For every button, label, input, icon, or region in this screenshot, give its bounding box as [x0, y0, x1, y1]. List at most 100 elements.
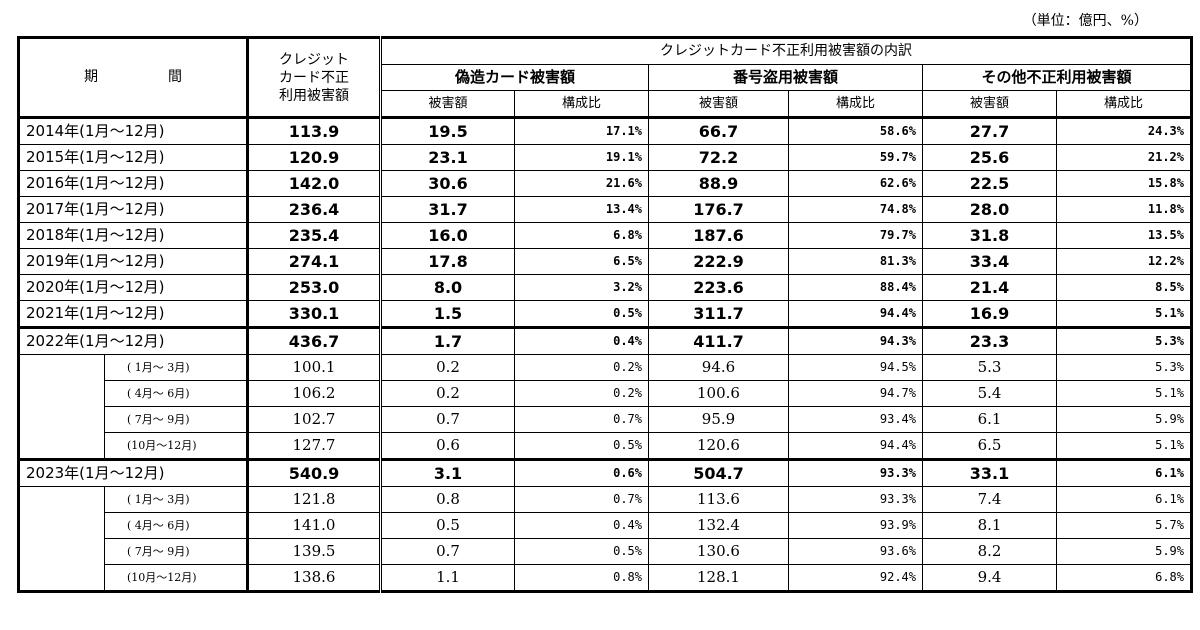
number-theft-amount: 66.7	[648, 117, 789, 145]
other-fraud-ratio: 5.7%	[1056, 512, 1192, 539]
counterfeit-ratio: 0.6%	[514, 458, 649, 487]
period-label: 2021年(1月～12月)	[18, 300, 249, 328]
other-fraud-ratio: 8.5%	[1056, 274, 1192, 301]
counterfeit-ratio: 3.2%	[514, 274, 649, 301]
other-fraud-ratio: 6.8%	[1056, 564, 1192, 592]
other-fraud-ratio: 5.3%	[1056, 354, 1192, 381]
counterfeit-amount: 16.0	[379, 222, 515, 249]
total-amount: 102.7	[247, 406, 381, 433]
quarter-label: (10月～12月)	[104, 432, 249, 460]
counterfeit-ratio: 0.2%	[514, 380, 649, 407]
other-fraud-amount: 33.1	[922, 458, 1057, 487]
other-fraud-ratio: 5.1%	[1056, 432, 1192, 460]
quarter-row: ( 4月～ 6月) 106.2 0.2 0.2% 100.6 94.7% 5.4 5.1%	[18, 380, 1192, 407]
number-theft-ratio: 93.3%	[788, 458, 923, 487]
indent-cell	[18, 354, 105, 381]
other-fraud-ratio: 24.3%	[1056, 117, 1192, 145]
period-header: 期 間	[18, 37, 249, 119]
other-fraud-ratio: 15.8%	[1056, 170, 1192, 197]
other-fraud-ratio: 5.9%	[1056, 406, 1192, 433]
other-fraud-amount: 33.4	[922, 248, 1057, 275]
year-row: 2022年(1月～12月) 436.7 1.7 0.4% 411.7 94.3% 23.3 5…	[18, 326, 1192, 355]
counterfeit-amount: 17.8	[379, 248, 515, 275]
counterfeit-ratio: 13.4%	[514, 196, 649, 223]
quarter-row: (10月～12月) 127.7 0.6 0.5% 120.6 94.4% 6.5 5.1%	[18, 432, 1192, 460]
subheader-amount: 被害額	[379, 90, 515, 119]
other-fraud-amount: 16.9	[922, 300, 1057, 328]
other-fraud-amount: 23.3	[922, 326, 1057, 355]
subheader-ratio: 構成比	[788, 90, 923, 119]
number-theft-ratio: 92.4%	[788, 564, 923, 592]
other-fraud-amount: 9.4	[922, 564, 1057, 592]
other-fraud-amount: 8.1	[922, 512, 1057, 539]
total-amount: 253.0	[247, 274, 381, 301]
quarter-label: ( 7月～ 9月)	[104, 406, 249, 433]
counterfeit-ratio: 21.6%	[514, 170, 649, 197]
total-amount: 139.5	[247, 538, 381, 565]
number-theft-ratio: 88.4%	[788, 274, 923, 301]
counterfeit-amount: 23.1	[379, 144, 515, 171]
period-label: 2020年(1月～12月)	[18, 274, 249, 301]
number-theft-amount: 187.6	[648, 222, 789, 249]
number-theft-amount: 113.6	[648, 486, 789, 513]
other-fraud-amount: 7.4	[922, 486, 1057, 513]
period-label: 2018年(1月～12月)	[18, 222, 249, 249]
total-amount: 127.7	[247, 432, 381, 460]
total-amount: 330.1	[247, 300, 381, 328]
total-amount: 142.0	[247, 170, 381, 197]
counterfeit-amount: 19.5	[379, 117, 515, 145]
other-fraud-ratio: 5.9%	[1056, 538, 1192, 565]
counterfeit-ratio: 19.1%	[514, 144, 649, 171]
indent-cell	[18, 432, 105, 460]
unit-label: （単位：億円、%）	[1022, 13, 1148, 29]
number-theft-amount: 100.6	[648, 380, 789, 407]
period-label: 2019年(1月～12月)	[18, 248, 249, 275]
number-theft-ratio: 93.3%	[788, 486, 923, 513]
other-fraud-amount: 21.4	[922, 274, 1057, 301]
period-label: 2016年(1月～12月)	[18, 170, 249, 197]
year-row: 2014年(1月～12月) 113.9 19.5 17.1% 66.7 58.6% 27.7…	[18, 117, 1192, 145]
other-fraud-header: その他不正利用被害額	[922, 64, 1192, 91]
counterfeit-ratio: 0.4%	[514, 326, 649, 355]
other-fraud-amount: 5.3	[922, 354, 1057, 381]
year-row: 2023年(1月～12月) 540.9 3.1 0.6% 504.7 93.3% 33.1 6…	[18, 458, 1192, 487]
number-theft-ratio: 94.3%	[788, 326, 923, 355]
year-row: 2018年(1月～12月) 235.4 16.0 6.8% 187.6 79.7% 31.8…	[18, 222, 1192, 249]
quarter-row: ( 1月～ 3月) 121.8 0.8 0.7% 113.6 93.3% 7.4 6.1%	[18, 486, 1192, 513]
total-header-line2: カード不正	[279, 69, 349, 86]
quarter-label: ( 7月～ 9月)	[104, 538, 249, 565]
counterfeit-ratio: 6.8%	[514, 222, 649, 249]
year-row: 2021年(1月～12月) 330.1 1.5 0.5% 311.7 94.4% 16.9 5…	[18, 300, 1192, 328]
period-label: 2022年(1月～12月)	[18, 326, 249, 355]
total-amount: 274.1	[247, 248, 381, 275]
total-amount: 113.9	[247, 117, 381, 145]
number-theft-ratio: 93.6%	[788, 538, 923, 565]
number-theft-ratio: 58.6%	[788, 117, 923, 145]
counterfeit-header: 偽造カード被害額	[379, 64, 649, 91]
other-fraud-ratio: 11.8%	[1056, 196, 1192, 223]
counterfeit-amount: 1.5	[379, 300, 515, 328]
period-label: 2023年(1月～12月)	[18, 458, 249, 487]
number-theft-amount: 132.4	[648, 512, 789, 539]
counterfeit-amount: 0.2	[379, 354, 515, 381]
number-theft-ratio: 74.8%	[788, 196, 923, 223]
indent-cell	[18, 512, 105, 539]
number-theft-ratio: 94.4%	[788, 300, 923, 328]
quarter-label: ( 1月～ 3月)	[104, 354, 249, 381]
counterfeit-ratio: 0.7%	[514, 486, 649, 513]
number-theft-amount: 95.9	[648, 406, 789, 433]
total-amount: 235.4	[247, 222, 381, 249]
number-theft-amount: 311.7	[648, 300, 789, 328]
total-amount: 436.7	[247, 326, 381, 355]
year-row: 2015年(1月～12月) 120.9 23.1 19.1% 72.2 59.7% 25.6…	[18, 144, 1192, 171]
other-fraud-ratio: 5.1%	[1056, 380, 1192, 407]
counterfeit-amount: 0.7	[379, 406, 515, 433]
counterfeit-ratio: 0.7%	[514, 406, 649, 433]
indent-cell	[18, 538, 105, 565]
total-amount: 141.0	[247, 512, 381, 539]
period-label: 2017年(1月～12月)	[18, 196, 249, 223]
other-fraud-ratio: 6.1%	[1056, 458, 1192, 487]
indent-cell	[18, 406, 105, 433]
other-fraud-ratio: 5.1%	[1056, 300, 1192, 328]
counterfeit-amount: 1.7	[379, 326, 515, 355]
